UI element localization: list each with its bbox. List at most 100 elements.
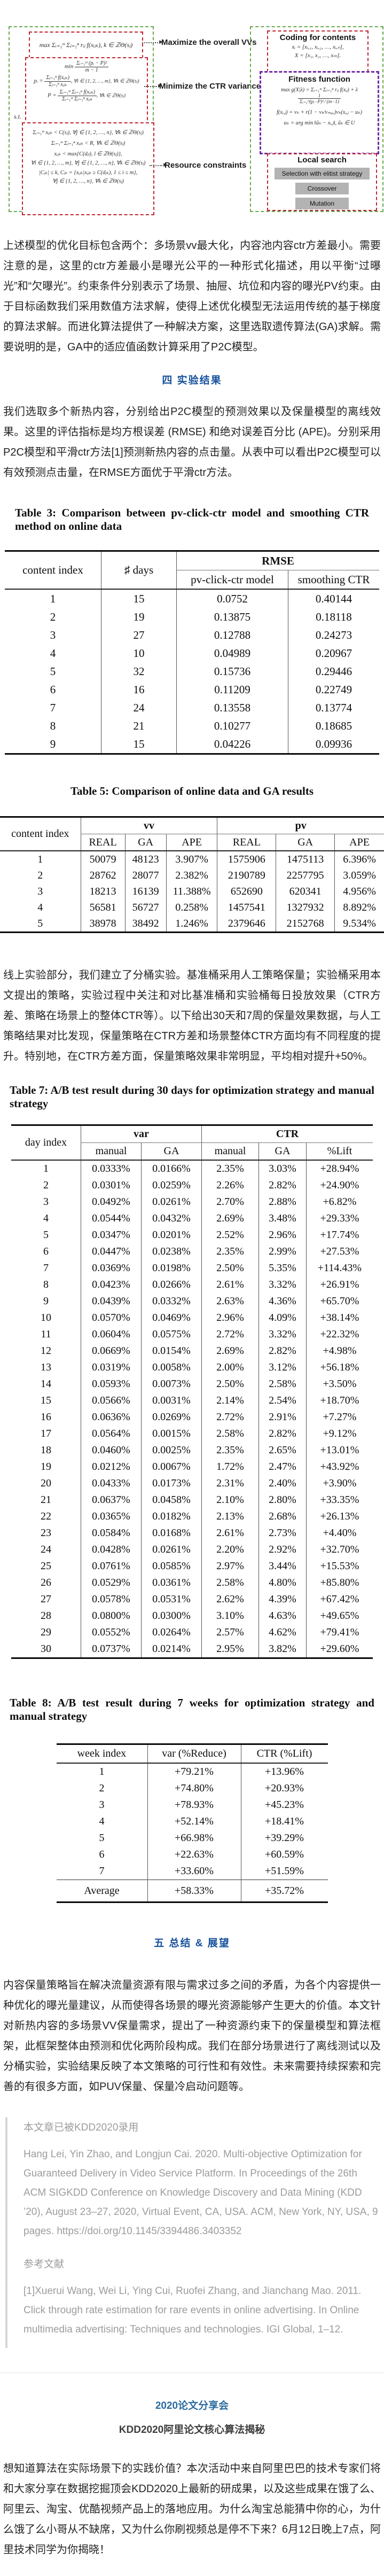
table-cell: 0.0182% (141, 1508, 202, 1525)
table-cell: 23 (41, 1527, 51, 1539)
table-row: 2 0.0301% 0.0259% 2.26% 2.82% +24.90% (11, 1177, 373, 1194)
table3-col-smoothing: smoothing CTR (288, 570, 379, 589)
table-row: 9 15 0.04226 0.09936 (5, 735, 379, 754)
table-cell: 0.0637% (81, 1492, 142, 1508)
para-summary: 内容保量策略旨在解决流量资源有限与需求过多之间的矛盾，为各个内容提供一种优化的曝… (3, 1979, 381, 2093)
table-cell: 2152768 (276, 915, 335, 933)
table-cell: 3 (37, 885, 43, 897)
table-row: 26 0.0529% 0.0361% 2.58% 4.80% +85.80% (11, 1575, 373, 1591)
table-cell: 0.18685 (288, 717, 379, 735)
table-cell: 1 (99, 1766, 105, 1778)
table-row: 6 +22.63% +60.59% (57, 1846, 328, 1863)
table7-body: 1 0.0333% 0.0166% 2.35% 3.03% +28.94% 2 0.0301%… (11, 1160, 373, 1658)
table-cell: 0.0333% (81, 1160, 142, 1177)
table-cell: 2 (37, 869, 43, 881)
table-row: 13 0.0319% 0.0058% 2.00% 3.12% +56.18% (11, 1359, 373, 1376)
table-cell: 2.96% (258, 1227, 307, 1243)
table-cell: 19 (101, 608, 177, 626)
mutation-step: Mutation (295, 198, 349, 209)
table-cell: 0.40144 (288, 589, 379, 608)
table-cell: 6 (50, 683, 56, 696)
table-cell: +6.82% (306, 1194, 373, 1210)
table-cell: 4.09% (258, 1310, 307, 1326)
table-cell: 620341 (276, 883, 335, 899)
table-cell: 0.0423% (81, 1277, 142, 1293)
table-cell: +3.50% (306, 1376, 373, 1392)
table-cell: 56727 (124, 899, 167, 915)
table-cell: 2 (43, 1179, 49, 1191)
table-cell: 18213 (80, 883, 126, 899)
table-row: 30 0.0737% 0.0214% 2.95% 3.82% +29.60% (11, 1641, 373, 1658)
table-row: 11 0.0604% 0.0575% 2.72% 3.32% +22.32% (11, 1326, 373, 1343)
table-cell: 0.0347% (81, 1227, 142, 1243)
table-cell: 0.0575% (141, 1326, 202, 1343)
formula-P-den: Σᵢ₌₁ᵐ Σⱼ₌₁ⁿ xᵢⱼₖ (62, 96, 93, 102)
table-cell: 0.0259% (141, 1177, 202, 1194)
table-cell: 11.388% (166, 883, 217, 899)
table-cell: 4.62% (258, 1624, 307, 1641)
table-cell: +38.14% (306, 1310, 373, 1326)
table-cell: 7 (50, 701, 56, 714)
table-cell: +45.23% (240, 1797, 328, 1813)
table-cell: 16 (101, 680, 177, 699)
objective-vv-box: max Σᵢ₌₁ᵐ Σⱼ₌₁ⁿ rᵢⱼ f(xᵢⱼₖ), k ∈ ℤΘ(sⱼ) (29, 32, 143, 58)
formula-pi-den: Σⱼ₌₁ⁿ xᵢⱼₖ (49, 81, 67, 88)
table-cell: 0.29446 (288, 662, 379, 680)
table-row: 18 0.0460% 0.0025% 2.35% 2.65% +13.01% (11, 1442, 373, 1459)
table-row: 3 +78.93% +45.23% (57, 1797, 328, 1813)
table-row: 5 0.0347% 0.0201% 2.52% 2.96% +17.74% (11, 1227, 373, 1243)
table-row: 3 27 0.12788 0.24273 (5, 626, 379, 644)
table-cell: +74.80% (147, 1780, 241, 1797)
table-cell: 0.0566% (81, 1392, 142, 1409)
table-cell: 652690 (217, 883, 276, 899)
table-cell: 4.39% (258, 1591, 307, 1608)
table-cell: +79.41% (306, 1624, 373, 1641)
table-cell: 2.13% (201, 1508, 259, 1525)
table-cell: +22.32% (306, 1326, 373, 1343)
arrow-minimize (144, 83, 162, 89)
table-cell: +39.29% (240, 1830, 328, 1846)
table-cell: 0.13875 (176, 608, 288, 626)
table8-col-ctr-lift: CTR (%Lift) (240, 1744, 328, 1763)
table-cell: 9 (43, 1295, 49, 1307)
table-cell: 56581 (80, 899, 126, 915)
table-cell: 0.13774 (288, 699, 379, 717)
table-row: 4 +52.14% +18.41% (57, 1813, 328, 1830)
table-cell: 2.50% (201, 1260, 259, 1277)
table7: day index var CTR manual GA manual GA %L… (11, 1124, 373, 1659)
table3-col-rmse: RMSE (176, 551, 379, 570)
table8-average-label: Average (56, 1880, 147, 1902)
table-cell: 0.0173% (141, 1475, 202, 1492)
table-cell: 2.99% (258, 1243, 307, 1260)
table-cell: 0.15736 (176, 662, 288, 680)
table-cell: 6 (43, 1246, 49, 1257)
table-cell: 2.72% (201, 1409, 259, 1426)
table-cell: 2.68% (258, 1508, 307, 1525)
table-cell: 2379646 (217, 915, 276, 933)
table5-sub-ape-vv: APE (166, 834, 217, 851)
table-cell: +18.41% (240, 1813, 328, 1830)
table-row: 27 0.0578% 0.0531% 2.62% 4.39% +67.42% (11, 1591, 373, 1608)
table-cell: +26.91% (306, 1277, 373, 1293)
table-row: 21 0.0637% 0.0458% 2.10% 2.80% +33.35% (11, 1492, 373, 1508)
table-row: 5 38978 38492 1.246% 2379646 2152768 9.534% (0, 915, 384, 933)
table-cell: 29 (41, 1626, 51, 1638)
table-cell: +13.01% (306, 1442, 373, 1459)
table-row: 16 0.0636% 0.0269% 2.72% 2.91% +7.27% (11, 1409, 373, 1426)
table-row: 4 10 0.04989 0.20967 (5, 644, 379, 662)
table-cell: 0.0201% (141, 1227, 202, 1243)
table-row: 6 16 0.11209 0.22749 (5, 680, 379, 699)
table-cell: 0.09936 (288, 735, 379, 754)
table-cell: 0.0737% (81, 1641, 142, 1658)
table-cell: 2.20% (201, 1541, 259, 1558)
table-cell: 3.059% (334, 867, 384, 883)
fitness-formula-1-den: Σᵢ₌₁ᵐ(pᵢ−P)² ⁄ (m−1) (300, 99, 339, 105)
table-cell: +29.60% (306, 1641, 373, 1658)
table-cell: 32 (101, 662, 177, 680)
table-cell: 0.12788 (176, 626, 288, 644)
table-cell: +51.59% (240, 1863, 328, 1880)
table-cell: 2.50% (201, 1376, 259, 1392)
table7-sub-var-ga: GA (141, 1142, 202, 1160)
table-cell: 0.04226 (176, 735, 288, 754)
table3: content index ♯ days RMSE pv-click-ctr m… (5, 550, 379, 755)
